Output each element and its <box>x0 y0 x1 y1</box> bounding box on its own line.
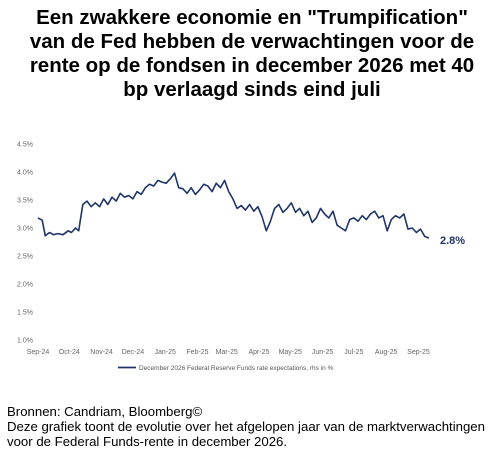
chart-title: Een zwakkere economie en "Trumpification… <box>29 6 475 101</box>
y-tick-label: 1.0% <box>17 338 33 345</box>
end-value-label: 2.8% <box>440 235 465 247</box>
y-tick-label: 4.0% <box>17 170 33 177</box>
legend: December 2026 Federal Reserve Funds rate… <box>118 365 334 372</box>
series-line <box>37 172 430 239</box>
x-tick-label: Jun-25 <box>312 349 334 356</box>
x-tick-label: Nov-24 <box>90 349 113 356</box>
x-tick-label: Oct-24 <box>59 349 80 356</box>
y-axis: 1.0% 1.5% 2.0% 2.5% 3.0% 3.5% 4.0% 4.5% <box>17 142 33 345</box>
x-tick-label: Apr-25 <box>248 349 269 356</box>
x-axis: Sep-24 Oct-24 Nov-24 Dec-24 Jan-25 Feb-25 Mar-… <box>27 349 430 356</box>
line-chart: 1.0% 1.5% 2.0% 2.5% 3.0% 3.5% 4.0% 4.5% Sep-24 O… <box>17 142 465 373</box>
source-note: Bronnen: Candriam, Bloomberg© <box>7 404 203 419</box>
x-tick-label: Dec-24 <box>122 349 145 356</box>
x-tick-label: Feb-25 <box>186 349 208 356</box>
legend-label: December 2026 Federal Reserve Funds rate… <box>139 365 334 372</box>
x-tick-label: May-25 <box>279 349 302 356</box>
x-tick-label: Mar-25 <box>216 349 238 356</box>
y-tick-label: 2.5% <box>17 254 33 261</box>
y-tick-label: 4.5% <box>17 142 33 149</box>
x-tick-label: Aug-25 <box>375 349 398 356</box>
y-tick-label: 3.5% <box>17 198 33 205</box>
y-tick-label: 2.0% <box>17 282 33 289</box>
y-tick-label: 3.0% <box>17 226 33 233</box>
x-tick-label: Jul-25 <box>344 349 363 356</box>
y-tick-label: 1.5% <box>17 310 33 317</box>
x-tick-label: Sep-24 <box>27 349 50 356</box>
x-tick-label: Jan-25 <box>154 349 176 356</box>
x-tick-label: Sep-25 <box>407 349 430 356</box>
chart-caption: Deze grafiek toont de evolutie over het … <box>7 419 485 449</box>
